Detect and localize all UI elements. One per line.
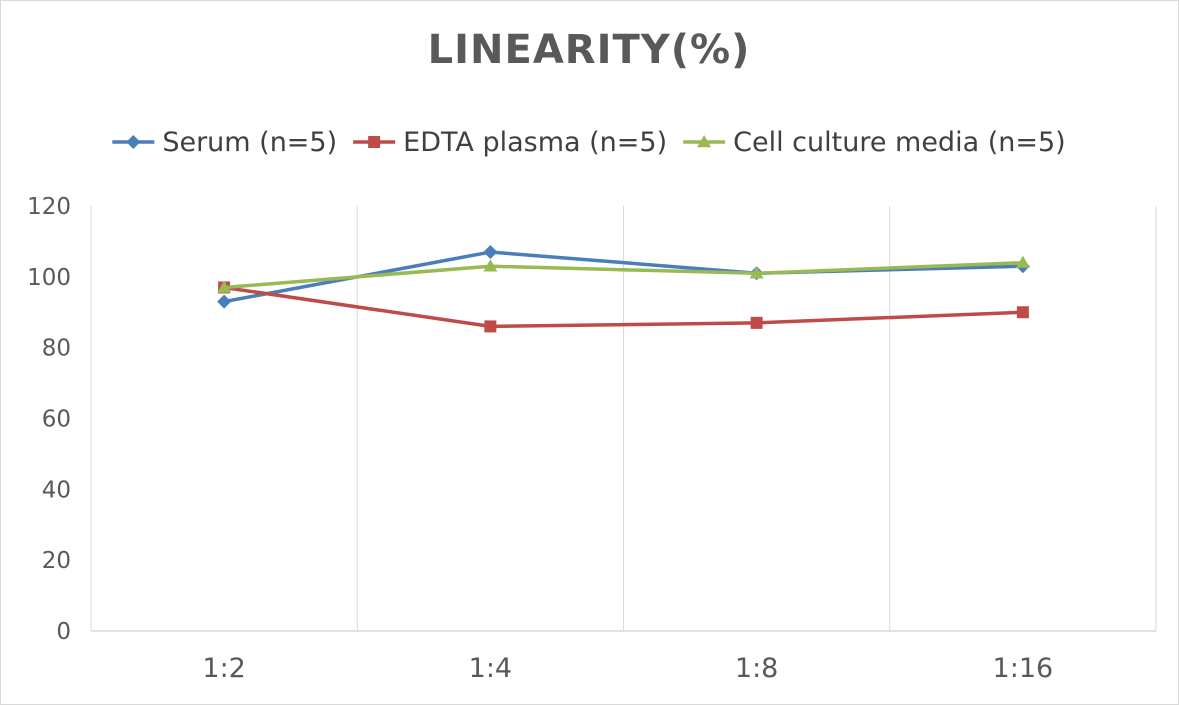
data-point-marker: [484, 320, 497, 333]
data-point-marker: [483, 259, 498, 272]
y-tick-label: 100: [27, 265, 71, 291]
x-tick-label: 1:4: [469, 653, 512, 684]
data-point-marker: [750, 316, 763, 329]
x-tick-label: 1:8: [735, 653, 778, 684]
y-tick-label: 80: [42, 336, 71, 362]
data-point-marker: [749, 266, 764, 279]
chart-title: LINEARITY(%): [428, 27, 751, 73]
x-tick-label: 1:2: [202, 653, 245, 684]
data-point-marker: [217, 280, 232, 293]
data-point-marker: [483, 245, 498, 260]
legend-label: Serum (n=5): [162, 127, 337, 158]
axes: 0 20 40 60 80 100 120 1:2 1:4 1:8 1:16: [27, 194, 1156, 684]
y-tick-label: 60: [42, 407, 71, 433]
legend-item: Cell culture media (n=5): [683, 127, 1066, 158]
series-layer: [217, 245, 1030, 333]
data-point-marker: [217, 294, 232, 309]
legend-marker: [126, 135, 141, 149]
legend-label: EDTA plasma (n=5): [403, 127, 667, 158]
legend-item: EDTA plasma (n=5): [353, 127, 667, 158]
data-point-marker: [1016, 306, 1029, 319]
y-tick-label: 0: [56, 619, 71, 645]
legend: Serum (n=5) EDTA plasma (n=5) Cell culture…: [112, 127, 1066, 158]
x-tick-label: 1:16: [993, 653, 1054, 684]
legend-marker: [697, 135, 712, 148]
y-tick-label: 40: [42, 477, 71, 503]
y-tick-label: 20: [42, 548, 71, 574]
data-point-marker: [1015, 255, 1030, 268]
legend-label: Cell culture media (n=5): [733, 127, 1066, 158]
legend-marker: [368, 136, 381, 148]
legend-item: Serum (n=5): [112, 127, 337, 158]
series-line: [222, 285, 1025, 329]
series-3: [217, 255, 1030, 293]
series-line: [222, 260, 1025, 290]
y-tick-label: 120: [27, 194, 71, 220]
